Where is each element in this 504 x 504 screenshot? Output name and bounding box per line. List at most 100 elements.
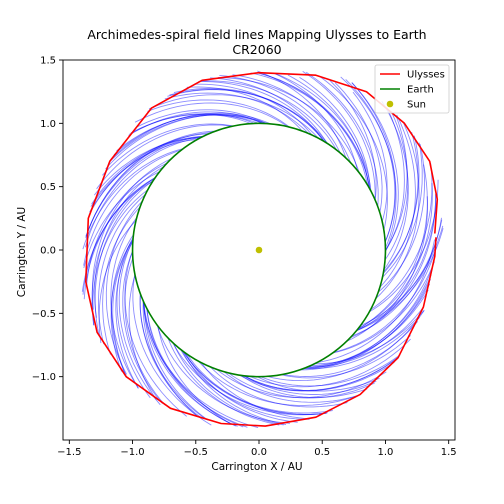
field-line: [96, 124, 233, 190]
field-line: [128, 275, 157, 400]
field-line: [310, 289, 429, 367]
x-axis-label: Carrington X / AU: [211, 461, 302, 473]
field-line: [257, 70, 347, 159]
field-line: [173, 343, 284, 426]
field-line: [282, 321, 419, 377]
field-line: [219, 74, 341, 154]
field-line: [257, 72, 368, 185]
y-axis-ticks: −1.0 −0.5 0.0 0.5 1.0 1.5: [32, 56, 63, 383]
x-tick-label: 1.0: [377, 447, 393, 458]
field-line: [250, 72, 371, 189]
legend-label-earth: Earth: [407, 85, 434, 96]
field-line: [249, 338, 411, 388]
field-line: [86, 162, 168, 286]
legend-label-sun: Sun: [407, 100, 426, 111]
field-line: [181, 350, 287, 426]
y-axis-label: Carrington Y / AU: [16, 207, 28, 297]
field-line: [139, 293, 208, 421]
field-line: [182, 351, 333, 414]
field-line: [217, 77, 360, 174]
field-line: [210, 77, 328, 144]
field-line: [351, 82, 399, 252]
y-tick-label: 1.5: [40, 56, 56, 67]
field-line: [116, 237, 151, 399]
field-line: [319, 76, 388, 231]
sun-marker: [255, 246, 263, 254]
field-line: [108, 114, 264, 163]
field-line: [352, 91, 388, 222]
field-line: [281, 335, 411, 379]
plot-area: [62, 59, 456, 441]
field-line: [302, 268, 433, 370]
field-line: [240, 375, 368, 398]
field-line: [375, 122, 420, 299]
field-line: [186, 353, 327, 415]
field-line: [239, 356, 400, 392]
field-line: [83, 177, 156, 300]
field-line: [358, 183, 433, 329]
legend-swatch-sun: [386, 100, 394, 108]
field-line: [102, 206, 141, 355]
field-line: [357, 219, 443, 331]
field-line: [115, 241, 139, 389]
field-line: [209, 366, 348, 408]
field-line: [142, 300, 259, 429]
field-line: [134, 102, 288, 127]
y-tick-label: 1.0: [40, 119, 56, 130]
field-line: [147, 99, 290, 128]
field-line: [91, 177, 156, 326]
field-line: [167, 89, 329, 144]
field-line: [94, 166, 165, 318]
field-line: [129, 113, 255, 135]
field-line: [83, 149, 182, 266]
field-line: [91, 135, 204, 205]
field-line: [146, 308, 244, 428]
field-line: [384, 111, 409, 261]
field-line: [274, 72, 358, 171]
legend-box: [374, 64, 450, 114]
chart-subtitle: CR2060: [232, 42, 281, 57]
field-line: [194, 83, 313, 136]
field-line: [242, 357, 399, 391]
field-line: [173, 87, 325, 142]
field-line: [307, 307, 424, 368]
field-line: [351, 82, 396, 242]
field-line: [198, 81, 325, 142]
field-line: [105, 200, 143, 375]
field-line: [186, 86, 303, 132]
x-axis-ticks: −1.5 −1.0 −0.5 0.0 0.5 1.0 1.5: [57, 440, 457, 458]
field-line: [317, 239, 436, 363]
field-line: [244, 375, 377, 395]
field-line: [382, 142, 423, 278]
field-line: [184, 352, 298, 423]
field-line: [340, 76, 397, 249]
field-line: [385, 116, 408, 251]
field-line: [85, 135, 204, 237]
field-line: [216, 368, 387, 399]
field-line: [110, 112, 271, 160]
field-line: [84, 137, 201, 248]
field-line: [349, 193, 437, 339]
field-line: [110, 239, 134, 372]
field-line: [98, 219, 137, 344]
field-line: [82, 178, 155, 295]
field-line: [345, 79, 396, 243]
field-line: [132, 273, 212, 426]
field-line: [169, 88, 326, 143]
field-line: [143, 303, 209, 421]
field-line: [370, 163, 433, 311]
field-line: [332, 261, 435, 354]
field-line: [382, 131, 419, 274]
field-line: [383, 135, 420, 273]
field-line: [232, 74, 352, 163]
field-line: [105, 114, 268, 170]
field-line: [314, 309, 425, 365]
field-line: [377, 144, 426, 293]
field-line: [243, 361, 395, 392]
field-line: [102, 123, 234, 176]
field-line: [385, 107, 405, 252]
legend: Ulysses Earth Sun: [374, 64, 450, 114]
field-line: [89, 136, 202, 213]
field-line: [124, 257, 166, 406]
